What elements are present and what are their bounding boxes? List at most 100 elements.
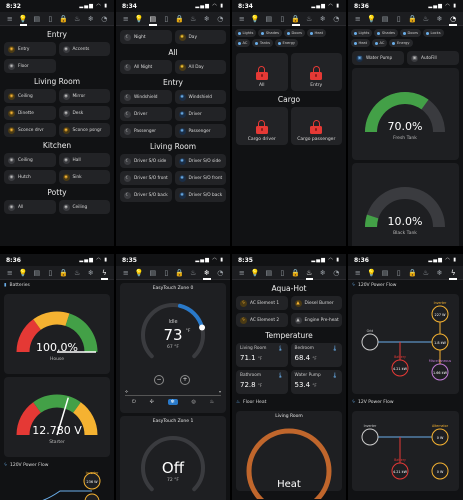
tab-tanks[interactable]: ◔ — [217, 268, 224, 277]
shade-all-night[interactable]: ☾ All Night — [120, 60, 172, 74]
lock-entry[interactable]: Entry — [290, 53, 342, 91]
light-toggle-hutch[interactable]: ◉ Hutch — [4, 170, 56, 184]
menu-icon[interactable]: ≡ — [6, 268, 13, 277]
tab-ac[interactable]: ❄ — [319, 14, 326, 23]
tab-ac[interactable]: ❄ — [87, 14, 94, 23]
shade-windshield[interactable]: ☾ Windshield — [120, 90, 172, 104]
tab-heat[interactable]: ♨ — [422, 268, 430, 277]
light-toggle-sink[interactable]: ◉ Sink — [58, 170, 110, 184]
tab-heat[interactable]: ♨ — [303, 266, 317, 280]
heat-mode-icon[interactable]: ♨ — [209, 399, 215, 405]
temp-sensor-living-room[interactable]: Living Room 71.1 °F 🌡 — [236, 343, 288, 367]
tab-locks[interactable]: 🔒 — [175, 14, 185, 23]
light-toggle-entry[interactable]: ◉ Entry — [4, 42, 56, 56]
auto-mode-icon[interactable]: ◎ — [191, 399, 196, 405]
light-toggle-ceiling[interactable]: ◉ Ceiling — [58, 200, 110, 214]
tab-lights[interactable]: 💡 — [134, 268, 144, 277]
shade-driver-s-o-back[interactable]: ☾ Driver S/O back — [120, 188, 172, 202]
heater-engine-pre-heat[interactable]: ▲ Engine Pre-heat — [290, 313, 342, 327]
chip-tanks[interactable]: Tanks — [252, 39, 273, 47]
tab-doors[interactable]: ▯ — [396, 268, 401, 277]
shade-all-day[interactable]: ✺ All Day — [174, 60, 226, 74]
scene-day[interactable]: ✺ Day — [174, 30, 226, 44]
tab-heat[interactable]: ♨ — [74, 268, 81, 277]
menu-icon[interactable]: ≡ — [122, 14, 129, 23]
tab-tanks[interactable]: ◔ — [333, 14, 340, 23]
light-toggle-hall[interactable]: ◉ Hall — [58, 153, 110, 167]
chip-shades[interactable]: Shades — [258, 29, 282, 37]
autofill-toggle[interactable]: ▣ AutoFill — [407, 51, 459, 65]
tab-tanks[interactable]: ◔ — [217, 14, 224, 23]
chip-energy[interactable]: Energy — [389, 39, 413, 47]
menu-icon[interactable]: ≡ — [354, 268, 361, 277]
lock-all[interactable]: All — [236, 53, 288, 91]
light-toggle-accents[interactable]: ◉ Accents — [58, 42, 110, 56]
light-toggle-sconce-psngr[interactable]: ◉ Sconce psngr — [58, 123, 110, 137]
chip-doors[interactable]: Doors — [283, 29, 305, 37]
tab-heat[interactable]: ♨ — [74, 14, 81, 23]
shade-driver-s-o-side[interactable]: ✺ Driver S/O side — [174, 154, 226, 168]
menu-icon[interactable]: ≡ — [122, 268, 129, 277]
temp-sensor-bedroom[interactable]: Bedroom 68.4 °F 🌡 — [290, 343, 342, 367]
tab-locks[interactable]: 🔒 — [407, 14, 417, 23]
decrease-button[interactable]: − — [154, 375, 164, 385]
light-toggle-desk[interactable]: ◉ Desk — [58, 106, 110, 120]
tab-shades[interactable]: ▤ — [33, 14, 41, 23]
shade-windshield[interactable]: ✺ Windshield — [174, 90, 226, 104]
chip-lights[interactable]: Lights — [351, 29, 373, 37]
shade-driver-s-o-front[interactable]: ✺ Driver S/O front — [174, 171, 226, 185]
cool-mode-icon[interactable]: ❄ — [167, 399, 178, 405]
tab-shades[interactable]: ▤ — [381, 268, 389, 277]
heater-ac-element-2[interactable]: ϟ AC Element 2 — [236, 313, 288, 327]
tab-ac[interactable]: ❄ — [200, 266, 214, 280]
tab-shades[interactable]: ▤ — [265, 268, 273, 277]
heater-diesel-burner[interactable]: ▲ Diesel Burner — [290, 296, 342, 310]
lock-cargo-passenger[interactable]: Cargo passenger — [290, 107, 342, 145]
tab-doors[interactable]: ▯ — [280, 14, 285, 23]
tab-shades[interactable]: ▤ — [146, 12, 160, 26]
increase-button[interactable]: + — [180, 375, 190, 385]
tab-doors[interactable]: ▯ — [280, 268, 285, 277]
menu-icon[interactable]: ≡ — [354, 14, 361, 23]
shade-driver-s-o-back[interactable]: ✺ Driver S/O back — [174, 188, 226, 202]
tab-energy[interactable]: ϟ — [446, 266, 460, 280]
tab-locks[interactable]: 🔒 — [407, 268, 417, 277]
tab-doors[interactable]: ▯ — [48, 268, 53, 277]
tab-heat[interactable]: ♨ — [306, 14, 313, 23]
menu-icon[interactable]: ≡ — [6, 14, 13, 23]
tab-ac[interactable]: ❄ — [203, 14, 210, 23]
tab-locks[interactable]: 🔒 — [291, 268, 301, 277]
chip-heat[interactable]: Heat — [351, 39, 371, 47]
temp-sensor-bathroom[interactable]: Bathroom 72.8 °F 🌡 — [236, 370, 288, 394]
shade-passenger[interactable]: ✺ Passenger — [174, 124, 226, 138]
chip-ac[interactable]: AC — [235, 39, 251, 47]
tab-doors[interactable]: ▯ — [396, 14, 401, 23]
tab-lights[interactable]: 💡 — [367, 14, 376, 23]
fan-mode-select[interactable]: ✣ ▾ — [125, 389, 221, 396]
tab-locks[interactable]: 🔒 — [59, 268, 69, 277]
tab-locks[interactable]: 🔒 — [289, 12, 303, 26]
tab-lights[interactable]: 💡 — [17, 12, 31, 26]
light-toggle-ceiling[interactable]: ◉ Ceiling — [4, 153, 56, 167]
chip-locks[interactable]: Locks — [423, 29, 444, 37]
chip-lights[interactable]: Lights — [235, 29, 257, 37]
tab-shades[interactable]: ▤ — [381, 14, 389, 23]
tab-ac[interactable]: ❄ — [436, 14, 443, 23]
light-toggle-floor[interactable]: ◉ Floor — [4, 59, 56, 73]
tab-ac[interactable]: ❄ — [319, 268, 326, 277]
tab-lights[interactable]: 💡 — [367, 268, 376, 277]
power-icon[interactable]: ⏻ — [131, 399, 136, 405]
light-toggle-sconce-drvr[interactable]: ◉ Sconce drvr — [4, 123, 56, 137]
tab-lights[interactable]: 💡 — [250, 14, 260, 23]
tab-ac[interactable]: ❄ — [87, 268, 94, 277]
tab-heat[interactable]: ♨ — [190, 268, 197, 277]
shade-driver-s-o-front[interactable]: ☾ Driver S/O front — [120, 171, 172, 185]
tab-shades[interactable]: ▤ — [33, 268, 41, 277]
lock-cargo-driver[interactable]: Cargo driver — [236, 107, 288, 145]
tab-lights[interactable]: 💡 — [18, 268, 28, 277]
tab-energy[interactable]: ϟ — [98, 266, 112, 280]
tab-doors[interactable]: ▯ — [164, 14, 169, 23]
tab-heat[interactable]: ♨ — [190, 14, 197, 23]
temp-sensor-water-pump[interactable]: Water Pump 53.4 °F 🌡 — [290, 370, 342, 394]
